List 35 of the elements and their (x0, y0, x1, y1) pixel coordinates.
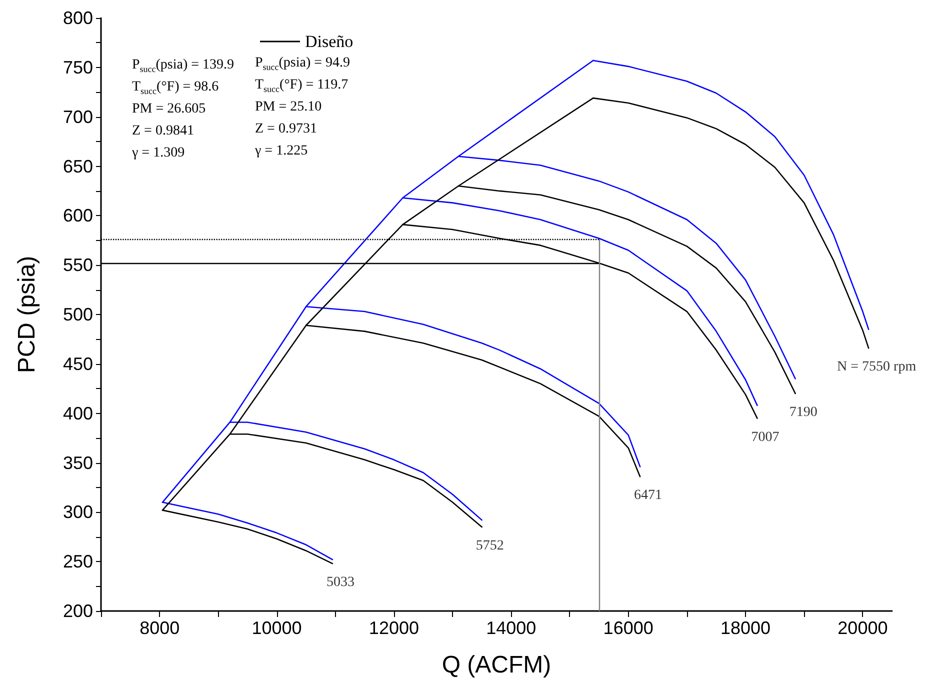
y-tick-label: 300 (62, 502, 93, 522)
annotation: PM = 26.605 (132, 102, 206, 116)
x-axis-title: Q (ACFM) (442, 652, 552, 678)
annotation: 5033 (326, 575, 354, 590)
x-tick-label: 18000 (720, 618, 771, 638)
x-tick-label: 14000 (486, 618, 536, 638)
y-tick-label: 600 (62, 206, 93, 226)
y-axis-title: PCD (psia) (14, 256, 40, 374)
annotation: Z = 0.9731 (255, 122, 317, 136)
annotation: 6471 (634, 488, 662, 504)
y-tick-label: 500 (62, 304, 93, 324)
y-tick-label: 450 (62, 354, 93, 374)
annotation: 5752 (476, 538, 504, 554)
annotation: 7190 (789, 405, 818, 420)
x-tick-label: 10000 (252, 618, 302, 638)
x-tick-label: 20000 (838, 618, 888, 638)
x-tick-label: 12000 (368, 618, 419, 638)
x-tick-label: 8000 (140, 618, 180, 638)
annotation: 7007 (751, 430, 780, 445)
y-tick-label: 700 (62, 106, 93, 127)
y-tick-label: 350 (62, 452, 93, 473)
y-tick-label: 550 (62, 255, 93, 276)
y-tick-label: 400 (62, 403, 93, 424)
y-tick-label: 750 (62, 57, 93, 78)
y-tick-label: 250 (62, 552, 93, 572)
y-tick-label: 200 (62, 601, 93, 621)
annotation: γ = 1.309 (131, 146, 185, 160)
annotation: γ = 1.225 (254, 144, 308, 158)
y-tick-label: 650 (62, 156, 93, 176)
legend-label: Diseño (305, 32, 354, 51)
x-tick-label: 16000 (603, 618, 654, 638)
annotation: N = 7550 rpm (837, 360, 916, 375)
y-tick-label: 800 (62, 8, 93, 28)
annotation: Z = 0.9841 (132, 124, 194, 138)
annotation: PM = 25.10 (255, 100, 322, 114)
